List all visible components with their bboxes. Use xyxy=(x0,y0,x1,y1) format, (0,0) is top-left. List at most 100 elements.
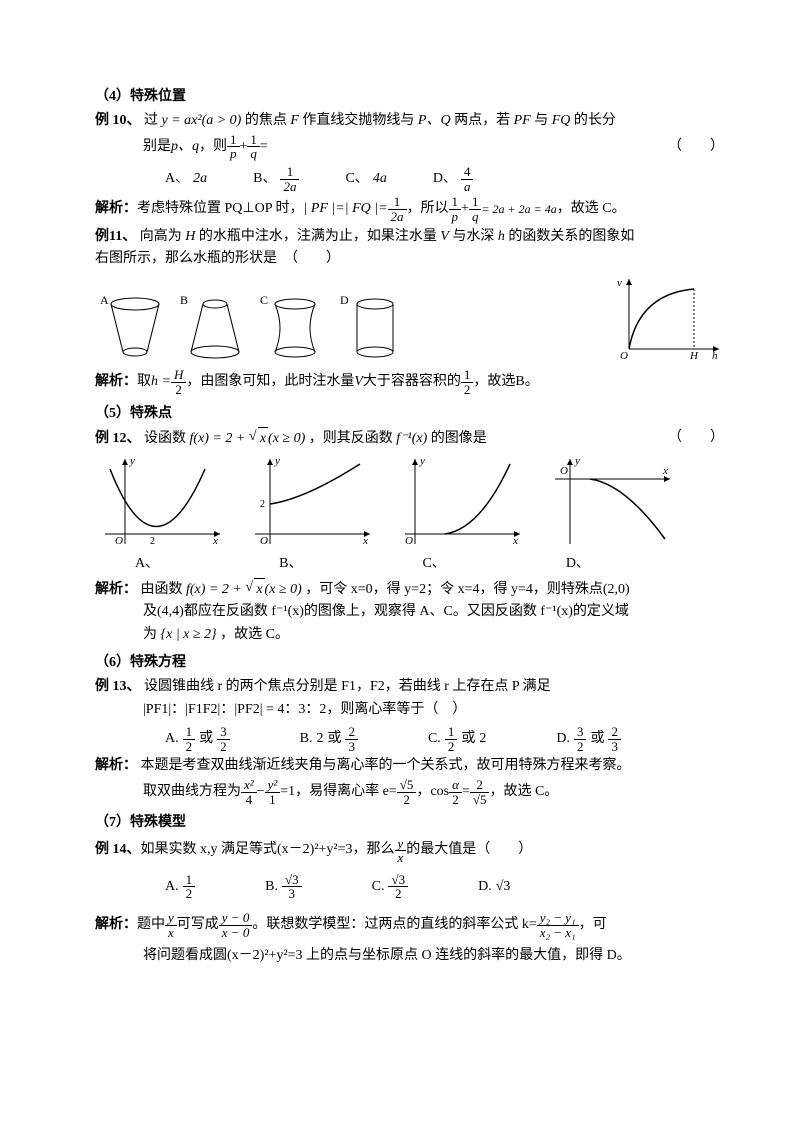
or: 或 xyxy=(461,728,475,750)
or: 或 xyxy=(590,728,604,750)
frac: √32 xyxy=(388,873,408,901)
section-6-title: （6）特殊方程 xyxy=(95,652,724,674)
den: 2 xyxy=(388,887,408,901)
label: D. xyxy=(478,876,492,898)
vessel-c: C xyxy=(255,292,327,364)
sqrt: x xyxy=(254,578,264,601)
var: H xyxy=(185,229,195,244)
num: α xyxy=(449,778,462,793)
text: 的图像是 xyxy=(431,431,487,446)
option-b: B. 2 或 23 xyxy=(300,725,358,753)
svg-text:2: 2 xyxy=(260,499,265,510)
frac: H2 xyxy=(171,368,186,396)
num: 1 xyxy=(280,165,299,180)
svg-text:y: y xyxy=(574,455,580,467)
label-d: D、 xyxy=(566,553,590,575)
problem-13-options: A. 12 或 32 B. 2 或 23 C. 12 或 2 D. 32 或 2… xyxy=(95,725,724,753)
frac: √33 xyxy=(282,873,302,901)
label: D xyxy=(340,293,349,307)
svg-text:v: v xyxy=(617,277,622,289)
den: p xyxy=(449,210,462,224)
text: 如果实数 x,y 满足等式(x－2)²+y²=3，那么 xyxy=(141,839,395,861)
num: y² xyxy=(265,778,281,793)
option-b: B. √33 xyxy=(265,873,301,901)
text: 大于容器容积的 xyxy=(363,371,461,393)
frac: 1q xyxy=(469,195,482,223)
text: 作直线交抛物线与 xyxy=(302,113,414,128)
problem-14-options: A. 12 B. √33 C. √32 D. √3 xyxy=(95,873,724,901)
cond: (x ≥ 0) xyxy=(265,582,302,597)
or: 或 xyxy=(327,728,341,750)
val: 2a xyxy=(193,168,207,190)
text: 的函数关系的图象如 xyxy=(508,229,634,244)
text: 过 xyxy=(144,113,158,128)
op: − xyxy=(257,781,265,803)
label: A、 xyxy=(165,168,189,190)
label: C xyxy=(260,293,268,307)
text: ，故选 C。 xyxy=(489,781,558,803)
den: 2 xyxy=(183,887,196,901)
frac: 23 xyxy=(345,725,358,753)
frac: y²1 xyxy=(265,778,281,806)
set: {x | x ≥ 2} xyxy=(161,627,217,642)
num: 1 xyxy=(388,195,407,210)
svg-text:x: x xyxy=(212,535,218,547)
answer-12-line3: 为 {x | x ≥ 2} ，故选 C。 xyxy=(95,624,724,646)
frac: x²4 xyxy=(241,778,257,806)
den: a xyxy=(461,180,474,194)
eq: f⁻¹(x) xyxy=(396,431,427,446)
den: √5 xyxy=(470,793,490,807)
frac: 12a xyxy=(388,195,407,223)
label: C. xyxy=(372,876,385,898)
text: ，则其反函数 xyxy=(309,431,393,446)
option-a: A、2a xyxy=(165,165,207,193)
den: 2 xyxy=(574,740,587,754)
frac: 23 xyxy=(608,725,621,753)
svg-text:y: y xyxy=(419,455,425,467)
text: 为 xyxy=(143,627,157,642)
svg-text:h: h xyxy=(712,350,718,362)
text: ，cos xyxy=(416,781,449,803)
label: D. xyxy=(556,728,570,750)
text: 两点，若 xyxy=(454,113,510,128)
text: 取 xyxy=(137,371,151,393)
den: 2 xyxy=(461,383,474,397)
text: ，故选 C。 xyxy=(220,627,289,642)
label: B. xyxy=(265,876,278,898)
svg-text:O: O xyxy=(405,535,413,547)
problem-11-line2: 右图所示，那么水瓶的形状是 （ ） xyxy=(95,248,724,270)
text: 与 xyxy=(534,113,548,128)
label-c: C、 xyxy=(422,553,445,575)
text: 本题是考查双曲线渐近线夹角与离心率的一个关系式，故可用特殊方程来考察。 xyxy=(141,758,631,773)
den: x − 0 xyxy=(219,926,253,940)
text: ，所以 xyxy=(407,198,449,220)
frac: 4a xyxy=(461,165,474,193)
eq: =1， xyxy=(280,781,309,803)
op: + xyxy=(461,198,469,220)
text: 可写成 xyxy=(177,914,219,936)
text: ，可令 x=0，得 y=2；令 x=4，得 y=4，则特殊点(2,0) xyxy=(305,582,629,597)
frac: y − 0x − 0 xyxy=(219,911,253,939)
num: y − 0 xyxy=(219,911,253,926)
frac: yx xyxy=(395,837,407,865)
text: 。联想数学模型：过两点的直线的斜率公式 k= xyxy=(252,914,536,936)
problem-12-labels: A、 B、 C、 D、 xyxy=(95,553,724,575)
problem-12-graphs: O x y 2 O x y 2 O x y O x y xyxy=(95,454,724,549)
den: 4 xyxy=(241,793,257,807)
svg-text:O: O xyxy=(115,535,123,547)
den: 2 xyxy=(183,740,196,754)
label: B. xyxy=(300,728,313,750)
var: V xyxy=(440,229,449,244)
den: 3 xyxy=(608,740,621,754)
text: ，由图象可知，此时注水量 xyxy=(186,371,354,393)
label-a: A、 xyxy=(135,553,159,575)
den: 2a xyxy=(280,180,299,194)
num: 3 xyxy=(217,725,230,740)
frac: y₂ − y₁x₂ − x₁ xyxy=(537,911,579,939)
problem-10: 例 10、 过 y = ax²(a > 0) 的焦点 F 作直线交抛物线与 P、… xyxy=(95,110,724,132)
frac: 12 xyxy=(183,873,196,901)
num: y xyxy=(165,911,177,926)
section-4-title: （4）特殊位置 xyxy=(95,86,724,108)
section-7-title: （7）特殊模型 xyxy=(95,812,724,834)
num: 2 xyxy=(345,725,358,740)
